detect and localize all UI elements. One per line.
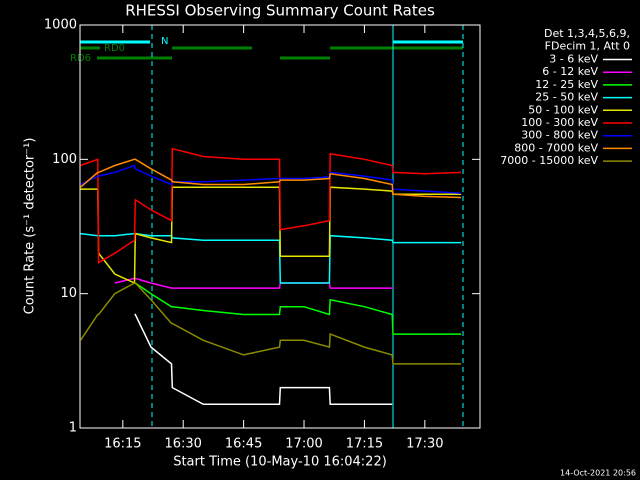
y-tick-label: 10 — [60, 286, 77, 301]
x-tick-label: 17:15 — [346, 437, 383, 452]
legend-label: 300 - 800 keV — [521, 129, 598, 142]
y-tick-label: 1000 — [44, 18, 77, 33]
chart-title: RHESSI Observing Summary Count Rates — [125, 2, 435, 20]
overlay-bars: N RD0 RD6 — [70, 25, 464, 428]
y-tick-label: 100 — [52, 152, 77, 167]
plot-frame — [79, 24, 481, 429]
legend-label: 800 - 7000 keV — [514, 141, 598, 154]
timestamp: 14-Oct-2021 20:56 — [560, 469, 636, 478]
x-tick-label: 17:30 — [406, 437, 443, 452]
series-line — [134, 282, 462, 335]
y-tick-label: 1 — [69, 421, 77, 436]
x-tick-label: 17:00 — [285, 437, 322, 452]
legend-label: 7000 - 15000 keV — [500, 154, 598, 167]
legend-label: 6 - 12 keV — [542, 65, 598, 78]
series-line — [114, 277, 393, 289]
legend-header: FDecim 1, Att 0 — [545, 40, 630, 53]
annotation: RD0 — [104, 43, 125, 54]
legend-label: 25 - 50 keV — [535, 91, 598, 104]
x-tick-label: 16:30 — [164, 437, 201, 452]
annotation: RD6 — [70, 53, 91, 64]
series-line — [134, 313, 393, 406]
annotation: N — [161, 36, 168, 47]
legend-header: Det 1,3,4,5,6,9, — [544, 27, 630, 40]
series-line — [80, 147, 462, 265]
legend-label: 3 - 6 keV — [549, 53, 598, 66]
series-line — [80, 232, 462, 284]
legend-label: 100 - 300 keV — [521, 116, 598, 129]
x-tick-label: 16:45 — [225, 437, 262, 452]
legend-label: 12 - 25 keV — [535, 78, 598, 91]
series-line — [79, 282, 462, 365]
y-axis-label: Count Rate (s⁻¹ detector⁻¹) — [23, 138, 38, 315]
x-tick-label: 16:15 — [104, 437, 141, 452]
series-line — [80, 164, 462, 194]
x-axis-label: Start Time (10-May-10 16:04:22) — [173, 455, 387, 470]
series-line — [80, 158, 462, 199]
legend-label: 50 - 100 keV — [528, 103, 598, 116]
series-line — [80, 186, 462, 285]
